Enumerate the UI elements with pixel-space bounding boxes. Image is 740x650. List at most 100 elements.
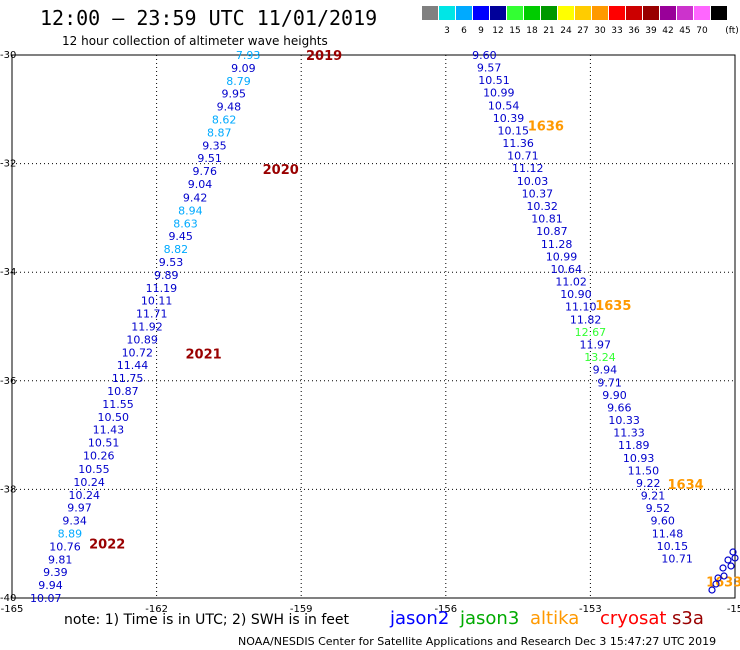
- pass-time-label: 1633: [706, 576, 740, 591]
- y-tick-label: -32: [0, 159, 16, 170]
- wave-height-value: 9.52: [646, 502, 671, 515]
- track-end-mark: [708, 586, 716, 594]
- wave-height-value: 9.48: [217, 101, 242, 114]
- legend-label: 21: [543, 26, 555, 36]
- satellite-legend-item: jason3: [460, 608, 520, 629]
- chart-subtitle: 12 hour collection of altimeter wave hei…: [62, 34, 328, 48]
- wave-height-value: 9.89: [154, 269, 179, 282]
- legend-swatch: [541, 6, 557, 20]
- legend-swatch: [592, 6, 608, 20]
- wave-height-value: 8.94: [178, 204, 203, 217]
- wave-height-value: 11.10: [565, 300, 597, 313]
- x-tick-label: -165: [1, 604, 24, 615]
- wave-height-value: 10.51: [478, 74, 510, 87]
- wave-height-value: 11.36: [502, 137, 534, 150]
- footnote: note: 1) Time is in UTC; 2) SWH is in fe…: [64, 612, 350, 628]
- wave-height-value: 9.66: [607, 401, 632, 414]
- legend-swatch: [694, 6, 710, 20]
- wave-height-value: 9.35: [202, 140, 227, 153]
- legend-label: 18: [526, 26, 538, 36]
- wave-height-value: 10.15: [657, 540, 689, 553]
- wave-height-value: 9.09: [231, 62, 256, 75]
- wave-height-value: 9.34: [62, 514, 87, 527]
- legend-swatch: [711, 6, 727, 20]
- wave-height-value: 9.21: [641, 489, 666, 502]
- wave-height-value: 10.81: [531, 212, 563, 225]
- legend-label: 3: [444, 26, 450, 36]
- legend-swatch: [422, 6, 438, 20]
- legend-label: 9: [478, 26, 484, 36]
- legend-label: 39: [645, 26, 657, 36]
- y-tick-label: -36: [0, 376, 16, 387]
- wave-height-value: 9.71: [597, 376, 622, 389]
- x-tick-label: -156: [434, 604, 457, 615]
- x-tick-label: -15: [727, 604, 740, 615]
- wave-height-value: 11.33: [613, 426, 645, 439]
- track-end-mark: [719, 564, 727, 572]
- y-tick-label: -30: [0, 50, 16, 61]
- legend-unit: (ft): [725, 26, 739, 36]
- track-end-mark: [731, 554, 739, 562]
- legend-label: 24: [560, 26, 572, 36]
- track-end-mark: [720, 572, 728, 580]
- wave-height-value: 8.82: [164, 243, 189, 256]
- legend-swatch: [473, 6, 489, 20]
- legend-swatch: [609, 6, 625, 20]
- wave-height-value: 8.79: [226, 75, 251, 88]
- wave-height-value: 10.55: [78, 463, 110, 476]
- wave-height-value: 9.81: [48, 553, 73, 566]
- legend-label: 70: [696, 26, 708, 36]
- wave-height-value: 10.15: [498, 124, 530, 137]
- wave-height-value: 11.19: [146, 282, 178, 295]
- credit-line: NOAA/NESDIS Center for Satellite Applica…: [238, 635, 717, 648]
- wave-height-value: 10.37: [522, 187, 554, 200]
- wave-height-value: 11.55: [102, 398, 134, 411]
- satellite-legend-item: jason2: [390, 608, 450, 629]
- wave-height-value: 11.82: [570, 313, 602, 326]
- wave-height-value: 10.93: [623, 452, 655, 465]
- wave-height-value: 8.62: [212, 114, 237, 127]
- legend-swatch: [660, 6, 676, 20]
- wave-height-value: 11.48: [652, 527, 684, 540]
- pass-time-label: 2021: [186, 348, 222, 363]
- legend-swatch: [456, 6, 472, 20]
- wave-height-value: 10.71: [507, 149, 539, 162]
- satellite-legend-item: s3a: [672, 608, 704, 629]
- wave-height-value: 9.53: [159, 256, 184, 269]
- wave-height-value: 10.99: [546, 250, 578, 263]
- legend-swatch: [643, 6, 659, 20]
- wave-height-value: 8.87: [207, 127, 232, 140]
- wave-height-value: 9.76: [193, 165, 218, 178]
- wave-height-value: 10.90: [560, 288, 592, 301]
- wave-height-value: 11.44: [117, 359, 149, 372]
- plot-frame: [11, 54, 736, 599]
- wave-height-value: 12.67: [575, 326, 607, 339]
- wave-height-value: 11.92: [131, 321, 163, 334]
- satellite-legend-item: altika: [530, 608, 580, 629]
- track-end-mark: [714, 574, 722, 582]
- wave-height-value: 9.51: [197, 152, 222, 165]
- wave-height-value: 10.64: [551, 263, 583, 276]
- legend-swatch: [677, 6, 693, 20]
- wave-height-value: 9.60: [472, 49, 497, 62]
- pass-time-label: 2022: [89, 538, 125, 553]
- wave-height-value: 9.45: [168, 230, 193, 243]
- legend-swatch: [524, 6, 540, 20]
- wave-height-value: 9.90: [602, 389, 627, 402]
- wave-height-value: 10.54: [488, 99, 520, 112]
- satellite-legend-item: cryosat: [600, 608, 667, 629]
- legend-label: 27: [577, 26, 589, 36]
- y-tick-label: -38: [0, 484, 16, 495]
- legend-label: 12: [492, 26, 504, 36]
- pass-time-label: 1636: [528, 120, 564, 135]
- legend-label: 6: [461, 26, 467, 36]
- wave-height-value: 10.24: [73, 476, 105, 489]
- wave-height-value: 10.39: [493, 112, 525, 125]
- wave-height-value: 9.39: [43, 566, 68, 579]
- legend-label: 45: [679, 26, 691, 36]
- wave-height-value: 11.50: [628, 464, 660, 477]
- wave-height-value: 10.51: [88, 437, 120, 450]
- wave-height-value: 9.22: [636, 477, 661, 490]
- legend-label: 36: [628, 26, 640, 36]
